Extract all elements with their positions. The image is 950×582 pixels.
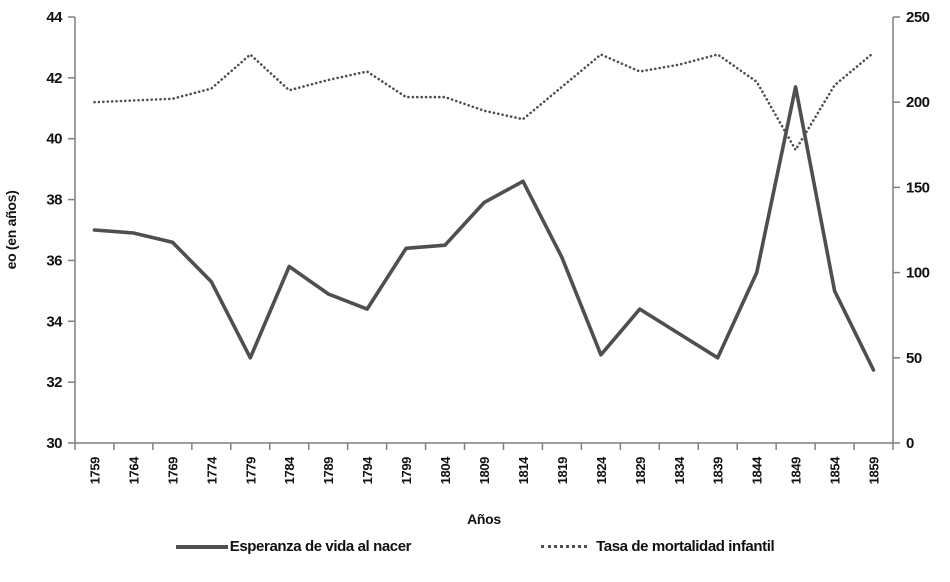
x-tick-label: 1789 — [321, 457, 336, 484]
x-tick-label: 1849 — [789, 457, 804, 484]
legend: Esperanza de vida al nacer Tasa de morta… — [0, 538, 950, 555]
left-tick-label: 42 — [46, 70, 62, 87]
x-tick-label: 1834 — [672, 456, 687, 484]
x-tick-label: 1814 — [516, 456, 531, 484]
right-tick-label: 100 — [906, 265, 930, 282]
left-tick-label: 40 — [46, 131, 62, 148]
x-tick-label: 1809 — [477, 457, 492, 484]
x-tick-label: 1839 — [711, 457, 726, 484]
legend-label: Esperanza de vida al nacer — [229, 538, 412, 555]
chart-canvas: eo (en años) Años 30 32 34 36 38 40 42 44 0 50 100… — [3, 9, 930, 527]
x-tick-label: 1824 — [594, 456, 609, 484]
x-tick-label: 1854 — [828, 456, 843, 484]
x-tick-label: 1784 — [282, 456, 297, 484]
x-tick-label: 1799 — [399, 457, 414, 484]
left-tick-label: 36 — [46, 252, 62, 269]
x-tick-label: 1759 — [87, 457, 102, 484]
left-tick-label: 44 — [46, 9, 63, 26]
legend-label: Tasa de mortalidad infantil — [596, 538, 775, 555]
right-tick-label: 200 — [906, 94, 930, 111]
dotted-line-swatch-icon — [541, 545, 588, 548]
legend-item-infant-mortality: Tasa de mortalidad infantil — [541, 538, 775, 555]
x-tick-label: 1769 — [165, 457, 180, 484]
left-tick-label: 34 — [46, 313, 63, 330]
left-tick-label: 38 — [46, 192, 62, 209]
right-tick-label: 250 — [906, 9, 930, 26]
series-line-infant-mortality — [93, 51, 875, 153]
x-tick-label: 1779 — [243, 457, 258, 484]
left-tick-label: 30 — [46, 435, 62, 452]
series-line-life-expectancy — [92, 85, 876, 372]
x-tick-label: 1774 — [204, 456, 219, 484]
x-tick-label: 1794 — [360, 456, 375, 484]
y-axis-title: eo (en años) — [3, 191, 19, 270]
right-tick-label: 150 — [906, 179, 930, 196]
right-tick-label: 0 — [906, 435, 914, 452]
x-tick-label: 1819 — [555, 457, 570, 484]
left-tick-label: 32 — [46, 374, 62, 391]
legend-item-life-expectancy: Esperanza de vida al nacer — [175, 538, 412, 555]
right-tick-label: 50 — [906, 350, 922, 367]
x-tick-label: 1859 — [867, 457, 882, 484]
x-tick-label: 1804 — [438, 456, 453, 484]
x-tick-label: 1764 — [126, 456, 141, 484]
x-tick-label: 1844 — [750, 456, 765, 484]
x-axis-title: Años — [467, 511, 501, 527]
x-tick-label: 1829 — [633, 457, 648, 484]
solid-line-swatch-icon — [175, 544, 228, 549]
